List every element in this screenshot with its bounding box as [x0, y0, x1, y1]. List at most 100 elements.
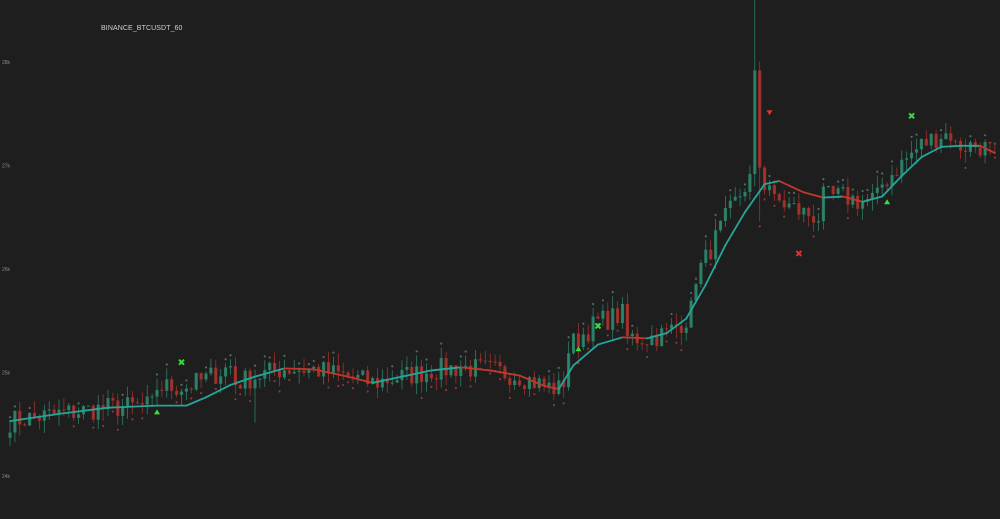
candle [763, 165, 767, 195]
candle-body [954, 140, 958, 142]
candle [914, 138, 919, 165]
count-dot [425, 358, 428, 361]
candle [258, 378, 262, 389]
candle [807, 206, 811, 227]
count-dot [175, 401, 178, 404]
candle [576, 322, 580, 359]
count-dot [391, 365, 394, 368]
candle-body [395, 380, 399, 383]
candle-body [199, 372, 203, 380]
candle-body [714, 230, 718, 260]
ma-segment [881, 174, 903, 198]
candle [116, 393, 120, 425]
count-dot [185, 379, 188, 382]
candle [140, 392, 144, 414]
count-dot [645, 355, 649, 359]
candle-body [233, 366, 237, 386]
candle [96, 395, 100, 430]
ma-segment [704, 244, 727, 286]
candle-body [52, 409, 56, 414]
candle [366, 366, 370, 387]
candle [640, 340, 644, 350]
ma-segment [229, 375, 256, 386]
count-dot [552, 404, 556, 407]
candle-body [224, 367, 228, 377]
candle-body [841, 187, 845, 189]
candle-body [620, 303, 625, 324]
candle-body [331, 365, 335, 374]
candle-body [728, 200, 732, 209]
candle [826, 186, 830, 189]
candle [959, 137, 963, 159]
candle-body [890, 174, 894, 187]
count-dot [508, 396, 511, 399]
candle [861, 194, 865, 220]
candle-body [444, 358, 448, 376]
ma-segment [744, 183, 766, 213]
candle-body [660, 328, 664, 346]
candle-body [160, 389, 164, 391]
count-dot [268, 356, 271, 359]
ma-segment [979, 144, 996, 154]
candle [625, 293, 629, 345]
ma-segment [665, 317, 688, 335]
count-dot [351, 387, 355, 390]
buy-cross-icon [908, 112, 915, 120]
candle [184, 384, 188, 401]
candle [802, 207, 806, 223]
candle [336, 353, 340, 382]
candle-body [150, 396, 154, 398]
count-dot [846, 217, 850, 220]
candle [322, 361, 326, 385]
candle-body [944, 133, 948, 140]
count-dot [454, 387, 457, 390]
ma-segment [401, 369, 433, 378]
count-dot [626, 348, 629, 351]
candle-body [547, 382, 551, 387]
candle-body [268, 362, 272, 371]
candle-body [189, 388, 193, 390]
candle-body [130, 397, 135, 403]
count-dot [587, 347, 590, 350]
candle [606, 302, 610, 331]
count-dot [489, 372, 492, 375]
candle-body [601, 310, 605, 319]
candle [910, 140, 914, 167]
candle-body [826, 186, 830, 188]
candle [473, 349, 478, 384]
candle-body [8, 432, 12, 438]
candle [963, 138, 968, 163]
ma-segment [572, 343, 599, 367]
count-dot [861, 189, 864, 193]
candle [81, 405, 86, 420]
candle-body [297, 370, 301, 372]
candle-body [400, 369, 404, 381]
candle-body [689, 300, 693, 328]
count-dot [459, 355, 462, 358]
chart-title: BINANCE_BTCUSDT_60 [101, 25, 183, 32]
candle [439, 347, 443, 388]
candle [145, 384, 149, 415]
candle [155, 378, 159, 407]
count-dot [102, 424, 105, 428]
ma-segment [724, 211, 746, 247]
candle [929, 132, 933, 150]
count-dot [77, 402, 80, 405]
count-dot [229, 354, 232, 357]
candle-body [375, 378, 380, 388]
candle-body [527, 377, 531, 390]
candle [655, 327, 659, 352]
candle [890, 165, 894, 196]
count-dot [72, 425, 75, 428]
candle [175, 385, 179, 398]
candle-body [963, 150, 968, 152]
candle [150, 393, 154, 407]
candle-body [312, 366, 316, 369]
candle-body [282, 370, 286, 378]
candle [738, 188, 742, 207]
candle [905, 151, 909, 172]
count-dot [910, 135, 913, 138]
candle [135, 397, 139, 405]
candle [816, 212, 821, 232]
